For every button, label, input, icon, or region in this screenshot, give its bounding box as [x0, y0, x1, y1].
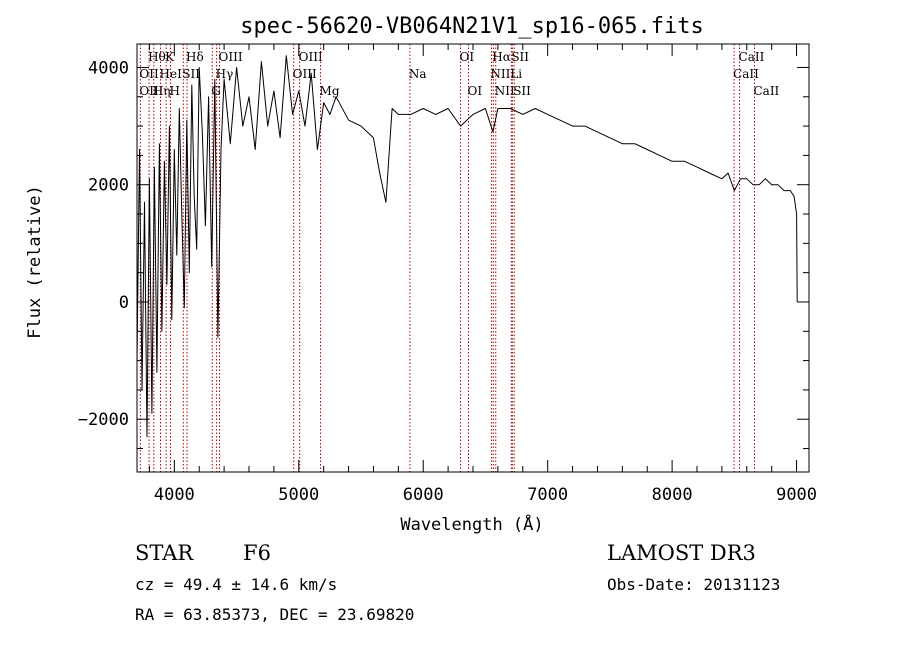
x-tick-label: 9000	[776, 485, 817, 505]
marker-label: OII	[139, 67, 159, 81]
marker-label: HeI	[160, 67, 183, 81]
x-axis-label: Wavelength (Å)	[400, 513, 543, 535]
y-axis-label: Flux (relative)	[25, 185, 45, 339]
y-tick-label: −2000	[78, 410, 129, 430]
marker-label: G	[211, 84, 221, 98]
marker-label: CaII	[753, 84, 779, 98]
marker-label: Hη	[153, 84, 171, 98]
marker-label: NII	[495, 84, 515, 98]
chart-title: spec-56620-VB064N21V1_sp16-065.fits	[240, 14, 704, 39]
marker-label: NII	[490, 67, 510, 81]
marker-label: Hα	[492, 50, 511, 64]
marker-label: Na	[409, 67, 427, 81]
redshift-cz: cz = 49.4 ± 14.6 km/s	[135, 575, 337, 594]
marker-label: SII	[511, 50, 529, 64]
spectrum-series	[136, 55, 798, 438]
plot-axes: 4000 5000 6000 7000 8000 9000 −2000 0 2000 4000	[78, 43, 817, 505]
marker-label: Li	[510, 67, 522, 81]
object-class: STAR	[135, 541, 194, 565]
marker-label: OIII	[219, 50, 243, 64]
plot-frame	[136, 43, 810, 473]
x-tick-label: 4000	[154, 485, 195, 505]
x-tick-label: 7000	[527, 485, 568, 505]
marker-label: OI	[460, 50, 475, 64]
marker-label: K	[165, 50, 175, 64]
marker-label: Mg	[320, 84, 340, 98]
x-tick-label: 8000	[652, 485, 693, 505]
marker-label: H	[169, 84, 179, 98]
y-tick-label: 2000	[88, 176, 129, 196]
survey-name: LAMOST DR3	[607, 541, 756, 565]
marker-label: OIII	[293, 67, 317, 81]
marker-label: Hγ	[216, 67, 234, 81]
marker-label: OIII	[139, 84, 163, 98]
marker-label: SII	[182, 67, 200, 81]
marker-label: OIII	[299, 50, 323, 64]
x-tick-label: 6000	[403, 485, 444, 505]
marker-label: Hθ	[148, 50, 166, 64]
object-subclass: F6	[243, 541, 271, 565]
marker-label: SII	[513, 84, 531, 98]
marker-label: Hδ	[186, 50, 204, 64]
x-tick-label: 5000	[278, 485, 319, 505]
y-tick-label: 4000	[88, 58, 129, 78]
marker-label: OI	[468, 84, 483, 98]
observation-date: Obs-Date: 20131123	[607, 575, 780, 594]
y-tick-label: 0	[119, 293, 129, 313]
marker-label: CaII	[739, 50, 765, 64]
marker-label: CaII	[733, 67, 759, 81]
spectrum-line	[136, 55, 798, 438]
sky-coordinates: RA = 63.85373, DEC = 23.69820	[135, 605, 414, 624]
